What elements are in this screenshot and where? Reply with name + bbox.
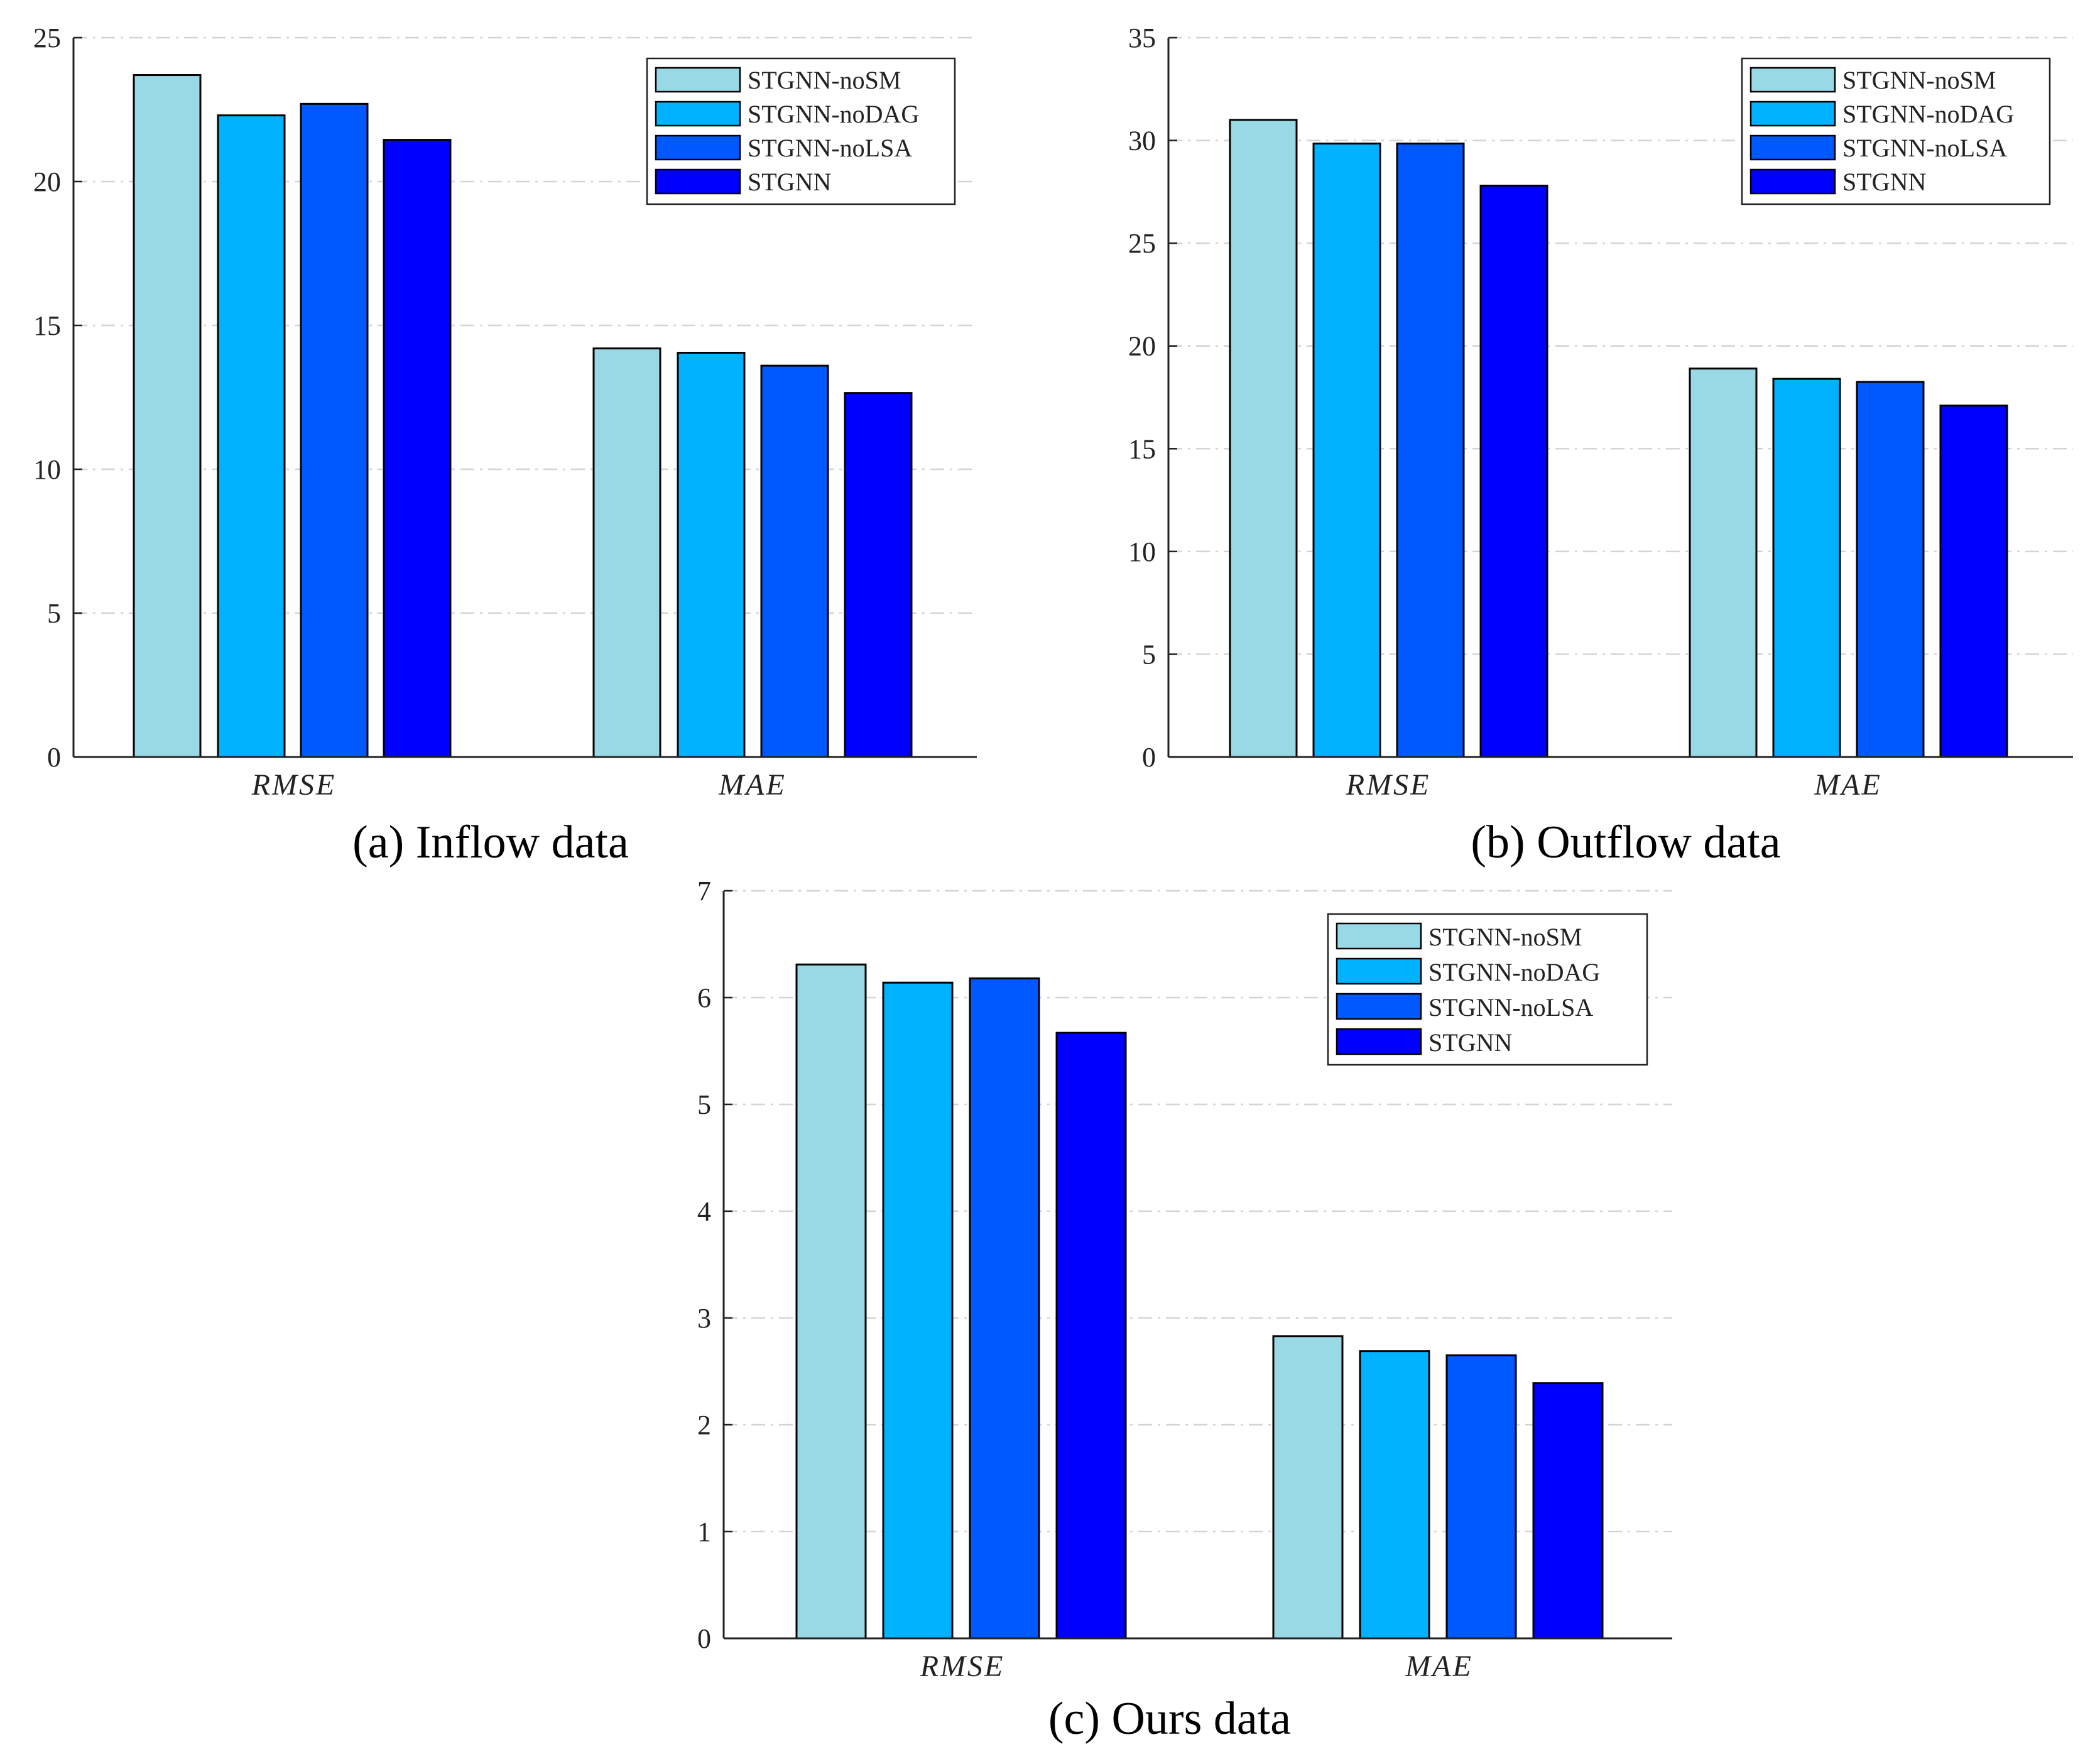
y-tick-label: 6 — [697, 983, 711, 1013]
x-tick-label: MAE — [1814, 768, 1882, 802]
bar — [882, 981, 954, 1640]
legend-label: STGNN — [1842, 168, 1926, 196]
y-tick-label: 0 — [1142, 742, 1156, 773]
y-tick-label: 4 — [697, 1196, 711, 1227]
legend-swatch — [1749, 67, 1836, 93]
bar — [592, 347, 661, 758]
y-tick-label: 0 — [697, 1623, 711, 1654]
y-tick-label: 15 — [33, 310, 61, 341]
bar — [1055, 1032, 1127, 1640]
y-tick-label: 5 — [47, 598, 61, 629]
y-tick-label: 35 — [1128, 23, 1156, 53]
y-tick-label: 20 — [33, 166, 61, 197]
chart-caption: (a) Inflow data — [352, 817, 629, 868]
chart-caption: (c) Ours data — [1048, 1693, 1291, 1745]
bar — [217, 114, 286, 758]
bar — [383, 139, 452, 758]
legend-swatch — [1336, 957, 1422, 985]
legend-swatch — [1336, 922, 1422, 950]
bar — [1445, 1354, 1517, 1640]
y-tick-label: 25 — [33, 23, 61, 53]
y-tick-label: 2 — [697, 1410, 711, 1440]
y-tick-label: 15 — [1128, 433, 1156, 464]
legend: STGNN-noSM STGNN-noDAG STGNN-noLSA STGNN — [1327, 913, 1648, 1066]
x-tick-label: MAE — [1405, 1650, 1473, 1683]
bar — [1689, 368, 1758, 758]
legend-label: STGNN-noLSA — [748, 134, 912, 162]
legend-swatch — [1749, 134, 1836, 161]
y-tick-label: 10 — [33, 454, 61, 485]
bar — [969, 977, 1040, 1640]
legend-swatch — [1336, 993, 1422, 1020]
bar — [133, 74, 202, 758]
legend-swatch — [1749, 101, 1836, 127]
chart-outflow: 0 5 10 15 20 25 30 35 RMSE MAE (b) Outflow data STG… — [1128, 23, 2073, 868]
legend-label: STGNN-noDAG — [1842, 100, 2014, 128]
bar — [1272, 1335, 1344, 1640]
legend-label: STGNN-noLSA — [1428, 993, 1593, 1021]
y-tick-label: 30 — [1128, 126, 1156, 156]
legend-swatch — [655, 101, 741, 127]
legend-swatch — [655, 134, 741, 161]
legend: STGNN-noSM STGNN-noDAG STGNN-noLSA STGNN — [646, 57, 956, 205]
bar — [1939, 405, 2008, 758]
legend-swatch — [655, 67, 741, 93]
bar — [1479, 185, 1548, 758]
bar — [1229, 119, 1298, 758]
y-tick-label: 10 — [1128, 536, 1156, 567]
bar — [795, 963, 867, 1640]
y-tick-label: 1 — [697, 1516, 711, 1547]
x-tick-label: RMSE — [251, 768, 337, 802]
bar — [300, 102, 369, 758]
y-tick-label: 20 — [1128, 331, 1156, 362]
bar — [677, 352, 746, 758]
x-tick-label: RMSE — [920, 1650, 1005, 1683]
legend-label: STGNN — [748, 168, 831, 196]
bar — [1396, 142, 1465, 758]
legend-label: STGNN-noDAG — [748, 100, 919, 128]
y-tick-label: 3 — [697, 1303, 711, 1334]
legend-swatch — [1336, 1028, 1422, 1055]
y-tick-label: 5 — [697, 1089, 711, 1120]
chart-caption: (b) Outflow data — [1471, 817, 1780, 868]
legend-label: STGNN-noLSA — [1842, 134, 2007, 162]
legend-label: STGNN-noSM — [1842, 66, 1996, 94]
legend-label: STGNN-noSM — [748, 66, 901, 94]
y-tick-label: 5 — [1142, 639, 1156, 670]
legend-swatch — [655, 168, 741, 195]
bar — [1359, 1350, 1430, 1640]
legend-label: STGNN-noDAG — [1428, 958, 1600, 986]
legend-label: STGNN-noSM — [1428, 923, 1582, 951]
legend-label: STGNN — [1428, 1028, 1512, 1057]
x-tick-label: MAE — [718, 768, 786, 802]
y-tick-label: 7 — [697, 876, 711, 906]
bar — [760, 364, 829, 758]
legend: STGNN-noSM STGNN-noDAG STGNN-noLSA STGNN — [1741, 57, 2051, 205]
x-tick-label: RMSE — [1346, 768, 1431, 802]
bar — [1312, 142, 1381, 758]
y-tick-label: 25 — [1128, 228, 1156, 259]
legend-swatch — [1749, 168, 1836, 195]
bar — [1772, 378, 1841, 758]
bar — [1532, 1382, 1604, 1640]
chart-inflow: 0 5 10 15 20 25 RMSE MAE (a) Inflow data STGNN-no… — [33, 23, 977, 868]
y-tick-label: 0 — [47, 742, 61, 773]
bar — [1856, 381, 1925, 758]
bar — [844, 392, 913, 758]
